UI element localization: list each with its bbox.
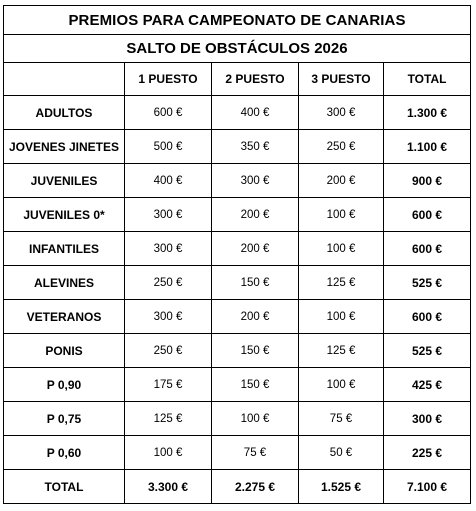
category-cell: P 0,75 [3, 401, 125, 436]
category-cell: ADULTOS [3, 95, 125, 130]
totals-row: TOTAL 3.300 €2.275 €1.525 €7.100 € [3, 469, 472, 504]
second-place-prize: 100 € [211, 401, 299, 436]
table-row: JUVENILES 400 €300 €200 €900 € [3, 163, 472, 198]
row-total: 900 € [382, 163, 472, 198]
category-cell: VETERANOS [3, 299, 125, 334]
header-blank-cell [3, 62, 125, 96]
category-cell: ALEVINES [3, 265, 125, 300]
third-place-prize: 250 € [298, 129, 384, 164]
third-place-prize: 100 € [298, 231, 384, 266]
header-second-place: 2 PUESTO [211, 62, 299, 96]
table-row: P 0,90 175 €150 €100 €425 € [3, 367, 472, 402]
first-place-prize: 175 € [124, 367, 212, 402]
first-place-prize: 100 € [124, 435, 212, 470]
first-place-prize: 500 € [124, 129, 212, 164]
total-third-place: 1.525 € [298, 469, 384, 504]
table-title: PREMIOS PARA CAMPEONATO DE CANARIAS [2, 5, 472, 35]
table-row: VETERANOS 300 €200 €100 €600 € [3, 299, 472, 334]
table-row: PONIS 250 €150 €125 €525 € [3, 333, 472, 368]
header-third-place: 3 PUESTO [298, 62, 384, 96]
second-place-prize: 75 € [211, 435, 299, 470]
row-total: 1.100 € [382, 129, 472, 164]
category-cell: INFANTILES [3, 231, 125, 266]
table-row: ALEVINES 250 €150 €125 €525 € [3, 265, 472, 300]
total-first-place: 3.300 € [124, 469, 212, 504]
second-place-prize: 400 € [211, 95, 299, 130]
row-total: 525 € [382, 265, 472, 300]
table-row: P 0,75 125 €100 €75 €300 € [3, 401, 472, 436]
table-row: ADULTOS 600 €400 €300 €1.300 € [3, 95, 472, 130]
third-place-prize: 100 € [298, 299, 384, 334]
second-place-prize: 150 € [211, 333, 299, 368]
row-total: 600 € [382, 197, 472, 232]
row-total: 600 € [382, 231, 472, 266]
grand-total: 7.100 € [382, 469, 472, 504]
row-total: 600 € [382, 299, 472, 334]
first-place-prize: 400 € [124, 163, 212, 198]
third-place-prize: 125 € [298, 333, 384, 368]
table-row: JOVENES JINETES 500 €350 €250 €1.100 € [3, 129, 472, 164]
first-place-prize: 250 € [124, 265, 212, 300]
category-cell: PONIS [3, 333, 125, 368]
table-row: JUVENILES 0* 300 €200 €100 €600 € [3, 197, 472, 232]
second-place-prize: 150 € [211, 367, 299, 402]
table-subtitle: SALTO DE OBSTÁCULOS 2026 [2, 34, 472, 63]
second-place-prize: 350 € [211, 129, 299, 164]
header-total: TOTAL [382, 62, 472, 96]
first-place-prize: 125 € [124, 401, 212, 436]
second-place-prize: 200 € [211, 299, 299, 334]
third-place-prize: 125 € [298, 265, 384, 300]
category-cell: JUVENILES [3, 163, 125, 198]
subtitle-row: SALTO DE OBSTÁCULOS 2026 [2, 34, 472, 63]
first-place-prize: 600 € [124, 95, 212, 130]
third-place-prize: 50 € [298, 435, 384, 470]
header-row: 1 PUESTO 2 PUESTO 3 PUESTO TOTAL [3, 62, 472, 96]
row-total: 300 € [382, 401, 472, 436]
row-total: 1.300 € [382, 95, 472, 130]
table-row: INFANTILES 300 €200 €100 €600 € [3, 231, 472, 266]
first-place-prize: 250 € [124, 333, 212, 368]
category-cell: P 0,60 [3, 435, 125, 470]
row-total: 225 € [382, 435, 472, 470]
table-row: P 0,60 100 €75 €50 €225 € [3, 435, 472, 470]
first-place-prize: 300 € [124, 197, 212, 232]
second-place-prize: 150 € [211, 265, 299, 300]
totals-label: TOTAL [3, 469, 125, 504]
category-cell: JOVENES JINETES [3, 129, 125, 164]
second-place-prize: 300 € [211, 163, 299, 198]
third-place-prize: 75 € [298, 401, 384, 436]
third-place-prize: 100 € [298, 367, 384, 402]
total-second-place: 2.275 € [211, 469, 299, 504]
title-row: PREMIOS PARA CAMPEONATO DE CANARIAS [2, 5, 472, 35]
second-place-prize: 200 € [211, 231, 299, 266]
category-cell: JUVENILES 0* [3, 197, 125, 232]
third-place-prize: 100 € [298, 197, 384, 232]
header-first-place: 1 PUESTO [124, 62, 212, 96]
row-total: 425 € [382, 367, 472, 402]
first-place-prize: 300 € [124, 299, 212, 334]
second-place-prize: 200 € [211, 197, 299, 232]
first-place-prize: 300 € [124, 231, 212, 266]
category-cell: P 0,90 [3, 367, 125, 402]
prize-table: PREMIOS PARA CAMPEONATO DE CANARIAS SALT… [2, 5, 472, 504]
row-total: 525 € [382, 333, 472, 368]
third-place-prize: 300 € [298, 95, 384, 130]
third-place-prize: 200 € [298, 163, 384, 198]
